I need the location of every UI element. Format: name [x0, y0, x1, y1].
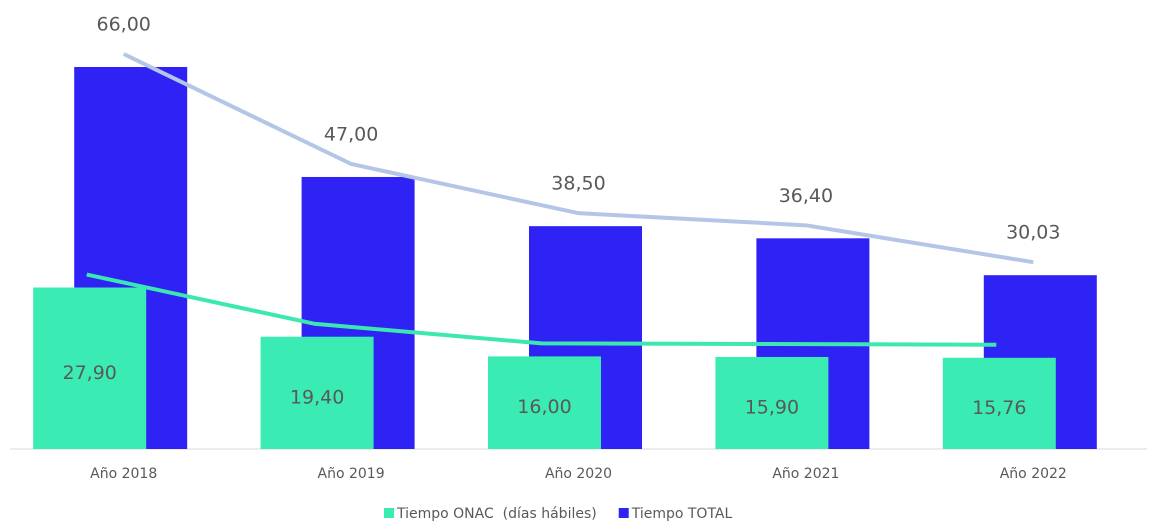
legend-label: Tiempo TOTAL: [631, 506, 733, 522]
bar: [260, 336, 374, 449]
x-tick-label: Año 2018: [90, 466, 157, 482]
x-tick-label: Año 2020: [545, 466, 612, 482]
data-label: 38,50: [551, 173, 605, 195]
legend-swatch: [618, 508, 629, 518]
legend-swatch: [384, 508, 394, 518]
data-label: 19,40: [290, 386, 344, 408]
bar: [942, 357, 1056, 449]
trend-line: [122, 52, 1034, 265]
data-label: 16,00: [517, 396, 571, 418]
data-label: 27,90: [62, 362, 116, 384]
x-tick-label: Año 2021: [772, 466, 839, 482]
data-label: 15,76: [972, 397, 1026, 419]
bar: [715, 356, 829, 449]
data-label: 36,40: [779, 185, 833, 207]
data-label: 15,90: [745, 396, 799, 418]
legend-label: Tiempo ONAC (días hábiles): [396, 506, 597, 522]
x-tick-label: Año 2019: [318, 466, 385, 482]
x-tick-label: Año 2022: [1000, 466, 1067, 482]
bar: [488, 356, 601, 449]
trend-line: [86, 272, 997, 347]
data-label: 30,03: [1006, 222, 1060, 244]
data-label: 47,00: [324, 123, 378, 145]
bar: [33, 287, 147, 449]
data-label: 66,00: [96, 14, 150, 36]
